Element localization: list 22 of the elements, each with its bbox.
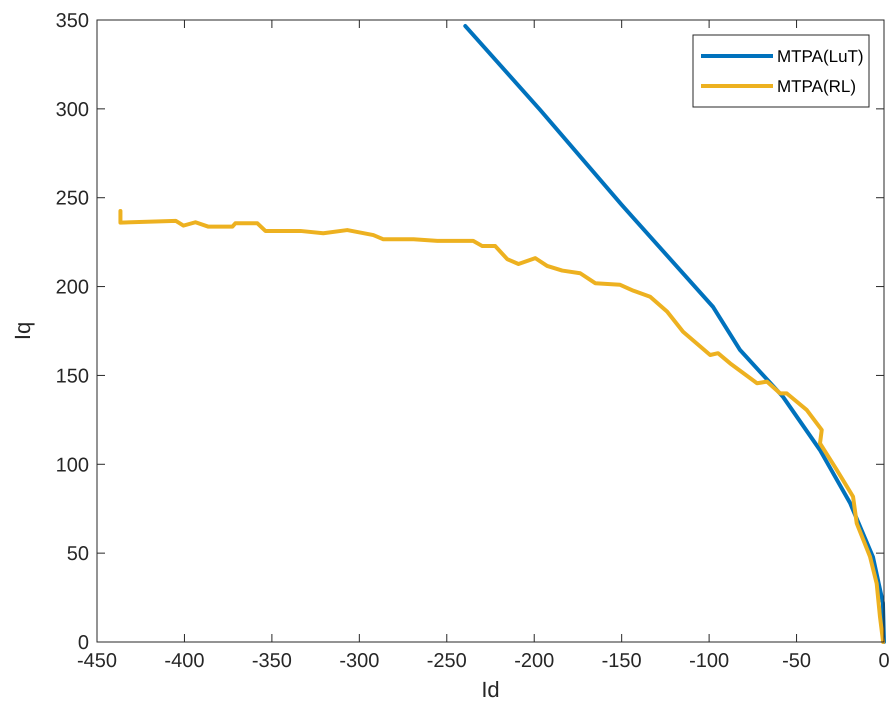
y-tick-label: 100 [56,454,89,476]
y-tick-label: 250 [56,188,89,210]
y-tick-label: 350 [56,10,89,32]
line-series [463,24,886,644]
x-tick-label: -250 [426,650,467,672]
y-tick-label: 300 [56,98,89,121]
legend-label: MTPA(LuT) [777,47,864,66]
y-tick-label: 200 [56,276,89,299]
x-tick-label: -200 [514,650,554,672]
x-tick-label: 0 [878,650,890,672]
x-tick-label: -100 [689,650,730,672]
x-axis-title: Id [481,677,500,702]
y-tick-label: 150 [56,365,89,388]
y-tick-label: 50 [66,543,89,566]
x-tick-label: -400 [164,650,204,672]
x-tick-label: -350 [252,650,292,672]
line-series [118,209,886,644]
x-tick-label: -50 [782,650,812,672]
y-axis-title: Iq [10,322,35,340]
legend-label: MTPA(RL) [777,77,856,96]
x-tick-label: -150 [602,650,642,672]
x-tick-label: -300 [339,650,380,672]
